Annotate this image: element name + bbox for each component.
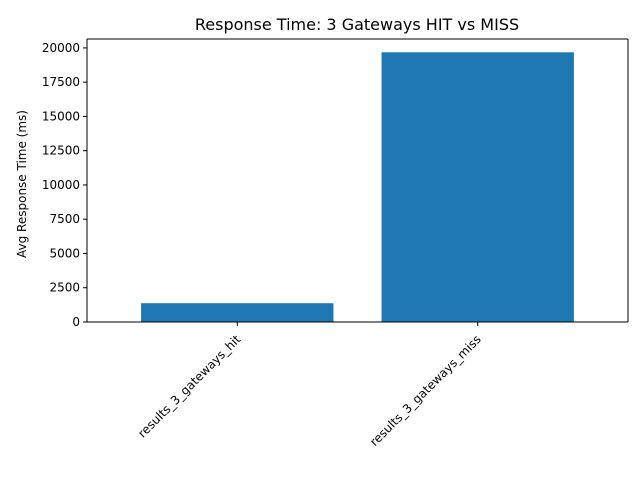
y-tick-label: 15000 [42,109,80,123]
y-tick-label: 10000 [42,178,80,192]
y-tick-label: 5000 [49,246,80,260]
x-tick-label: results_3_gateways_miss [367,332,484,449]
y-tick-label: 7500 [49,212,80,226]
y-axis-label: Avg Response Time (ms) [15,110,29,258]
x-tick-label: results_3_gateways_hit [135,332,243,440]
y-tick-label: 0 [72,315,80,329]
chart-title: Response Time: 3 Gateways HIT vs MISS [195,15,519,34]
y-tick-label: 2500 [49,281,80,295]
bar-results-3-gateways-hit [141,303,334,322]
y-tick-label: 12500 [42,144,80,158]
y-tick-label: 17500 [42,75,80,89]
bar-results-3-gateways-miss [381,52,574,322]
y-tick-label: 20000 [42,41,80,55]
plot-area: 0 2500 5000 7500 10000 12500 15000 17500 20000 re… [42,38,629,449]
